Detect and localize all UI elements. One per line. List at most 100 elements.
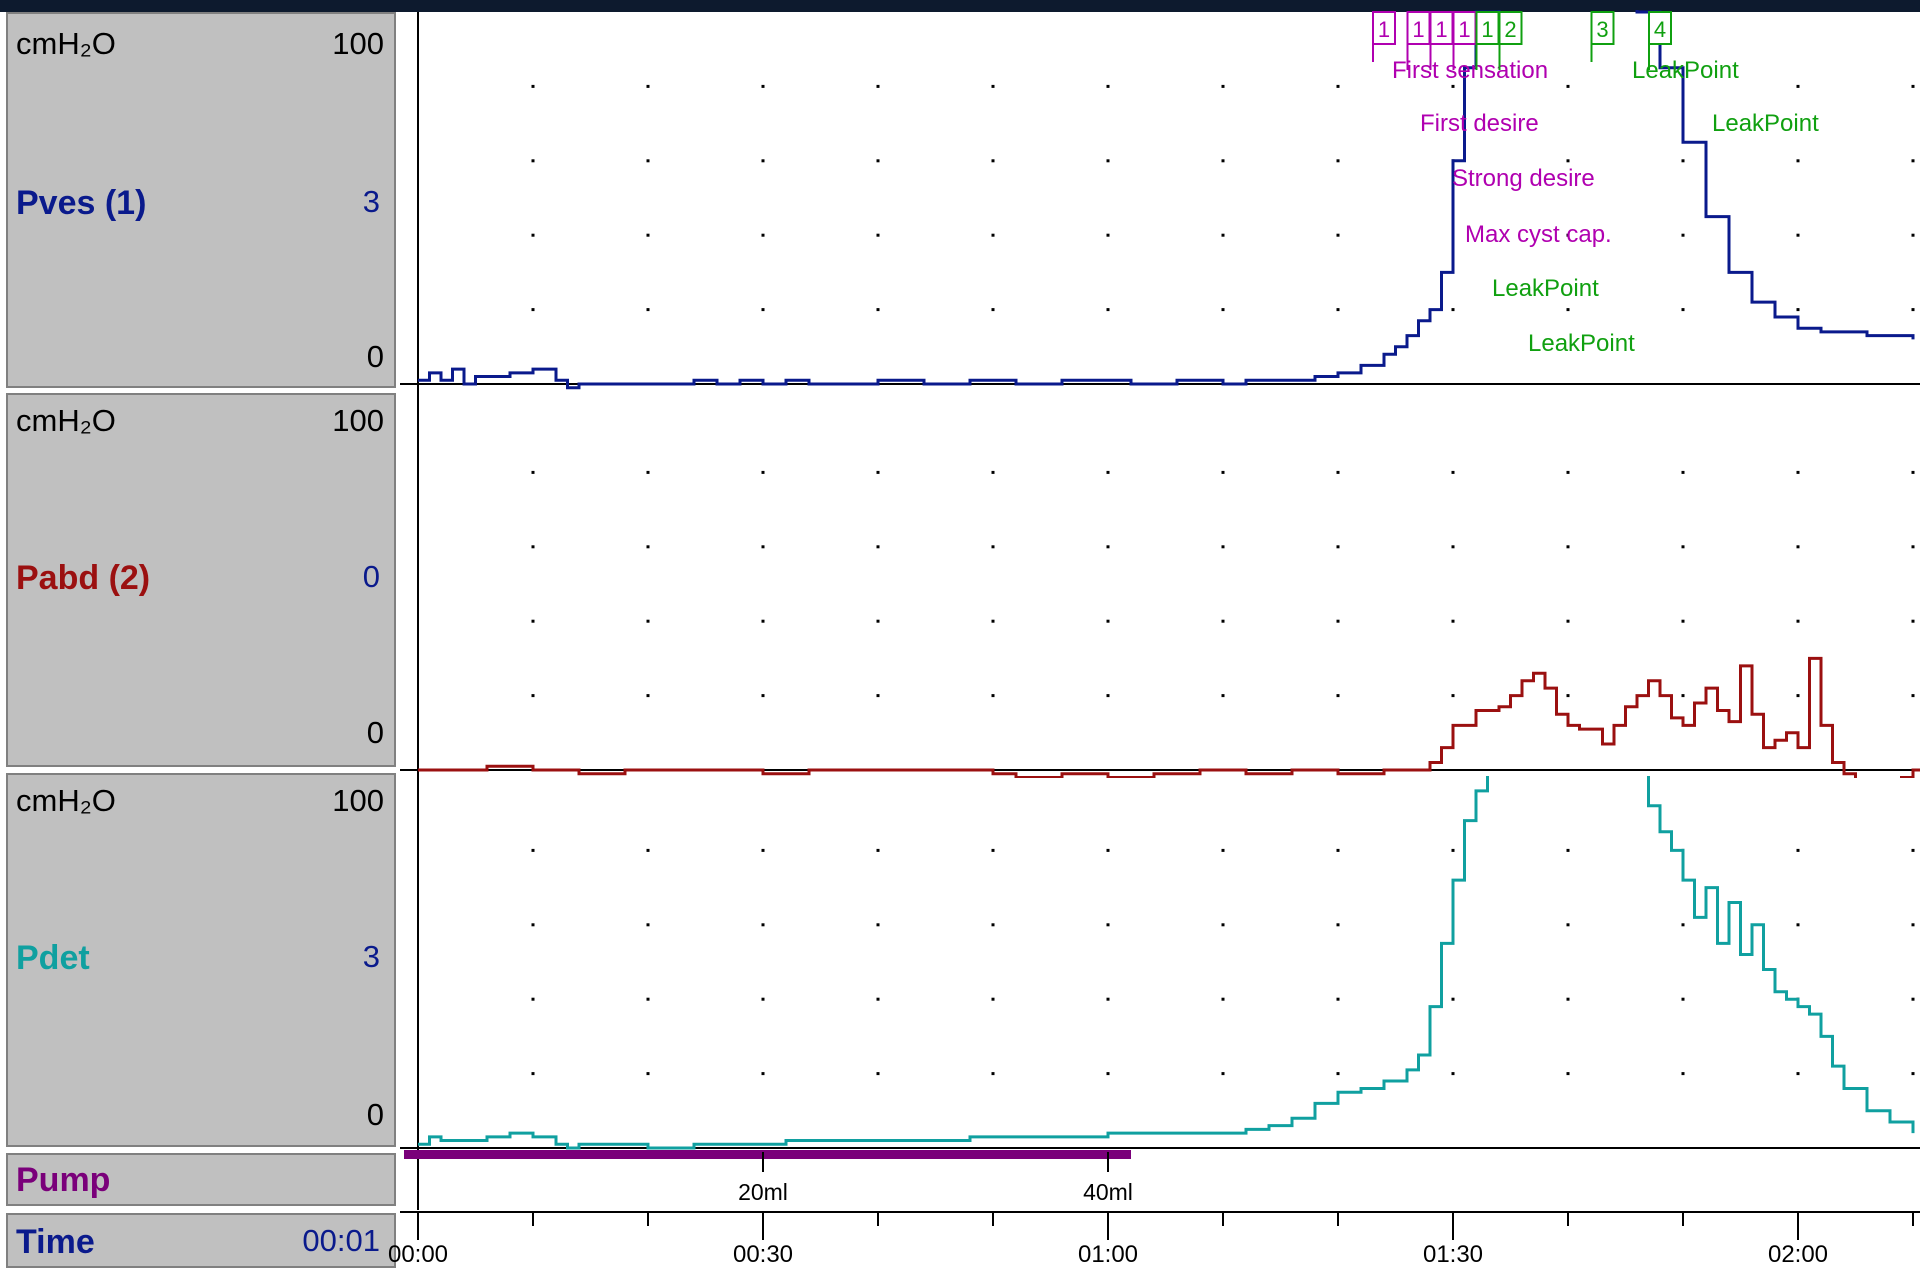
grid-dot [1336,545,1340,549]
grid-dot [1451,619,1455,623]
grid-dot [761,694,765,698]
grid-dot [761,923,765,927]
grid-dot [876,997,880,1001]
grid-dot [876,848,880,852]
grid-dot [1911,848,1915,852]
event-marker-box [1498,11,1523,45]
grid-dot [1796,848,1800,852]
event-label: Max cyst cap. [1465,221,1612,248]
grid-dot [1336,923,1340,927]
grid-dot [1911,470,1915,474]
grid-dot [1336,619,1340,623]
event-label: First desire [1420,110,1539,137]
grid-dot [1336,997,1340,1001]
pabd-current-value: 0 [362,559,380,594]
grid-dot [1911,619,1915,623]
pabd-unit: cmH₂O [16,403,116,438]
grid-dot [646,233,650,237]
grid-dot [1681,159,1685,163]
grid-dot [1911,997,1915,1001]
pves-current-value: 3 [362,184,380,219]
time-tick-label: 02:00 [1768,1241,1828,1268]
grid-dot [991,923,995,927]
time-tick-label: 01:30 [1423,1241,1483,1268]
grid-dot [531,923,535,927]
grid-dot [1106,694,1110,698]
grid-dot [531,619,535,623]
grid-dot [991,619,995,623]
grid-dot [1221,619,1225,623]
time-channel-name: Time [16,1223,95,1261]
event-marker-number: 2 [1504,17,1516,42]
grid-dot [1336,848,1340,852]
grid-dot [1451,848,1455,852]
grid-dot [1336,1072,1340,1076]
grid-dot [876,84,880,88]
grid-dot [1221,997,1225,1001]
pves-unit: cmH₂O [16,26,116,61]
pabd-scale-max: 100 [332,403,384,438]
grid-dot [1681,470,1685,474]
grid-dot [1566,159,1570,163]
grid-dot [876,545,880,549]
grid-dot [1451,470,1455,474]
pump-channel-name: Pump [16,1161,111,1199]
grid-dot [531,694,535,698]
grid-dot [876,923,880,927]
grid-dot [991,694,995,698]
grid-dot [1221,470,1225,474]
grid-dot [1796,619,1800,623]
grid-dot [1106,848,1110,852]
grid-dot [761,233,765,237]
grid-dot [1566,308,1570,312]
grid-dot [1336,233,1340,237]
pves-channel-panel[interactable]: cmH₂O 100 Pves (1) 3 0 [6,12,396,388]
grid-dot [991,84,995,88]
grid-dot [1336,694,1340,698]
grid-dot [1911,159,1915,163]
grid-dot [1796,694,1800,698]
grid-dot [761,159,765,163]
grid-dot [1221,233,1225,237]
pabd-scale-min: 0 [366,715,384,750]
grid-dot [1106,470,1110,474]
grid-dot [761,619,765,623]
grid-dot [1796,84,1800,88]
grid-dot [876,159,880,163]
grid-dot [646,308,650,312]
grid-dot [1911,923,1915,927]
grid-dot [991,545,995,549]
pump-channel-panel[interactable]: Pump [6,1153,396,1206]
time-channel-panel[interactable]: Time 00:01 [6,1213,396,1268]
grid-dot [1566,84,1570,88]
grid-dot [1566,997,1570,1001]
grid-dot [1336,159,1340,163]
grid-dot [1911,308,1915,312]
event-label: LeakPoint [1528,330,1635,357]
grid-dot [1221,694,1225,698]
grid-dot [991,233,995,237]
grid-dot [1451,308,1455,312]
event-label: LeakPoint [1712,110,1819,137]
grid-dot [1566,545,1570,549]
grid-dot [1221,159,1225,163]
grid-dot [1796,923,1800,927]
grid-dot [1221,923,1225,927]
event-marker-number: 1 [1458,17,1470,42]
event-marker-number: 3 [1596,17,1608,42]
grid-dot [646,923,650,927]
pdet-channel-panel[interactable]: cmH₂O 100 Pdet 3 0 [6,773,396,1147]
grid-dot [991,997,995,1001]
event-marker-box [1648,11,1672,45]
pabd-channel-name: Pabd (2) [16,559,151,597]
time-tick-label: 01:00 [1078,1241,1138,1268]
pves-channel-name: Pves (1) [16,184,147,222]
grid-dot [646,470,650,474]
pabd-channel-panel[interactable]: cmH₂O 100 Pabd (2) 0 0 [6,393,396,767]
grid-dot [1911,1072,1915,1076]
grid-dot [1566,1072,1570,1076]
grid-dot [876,694,880,698]
grid-dot [1681,619,1685,623]
grid-dot [1566,619,1570,623]
